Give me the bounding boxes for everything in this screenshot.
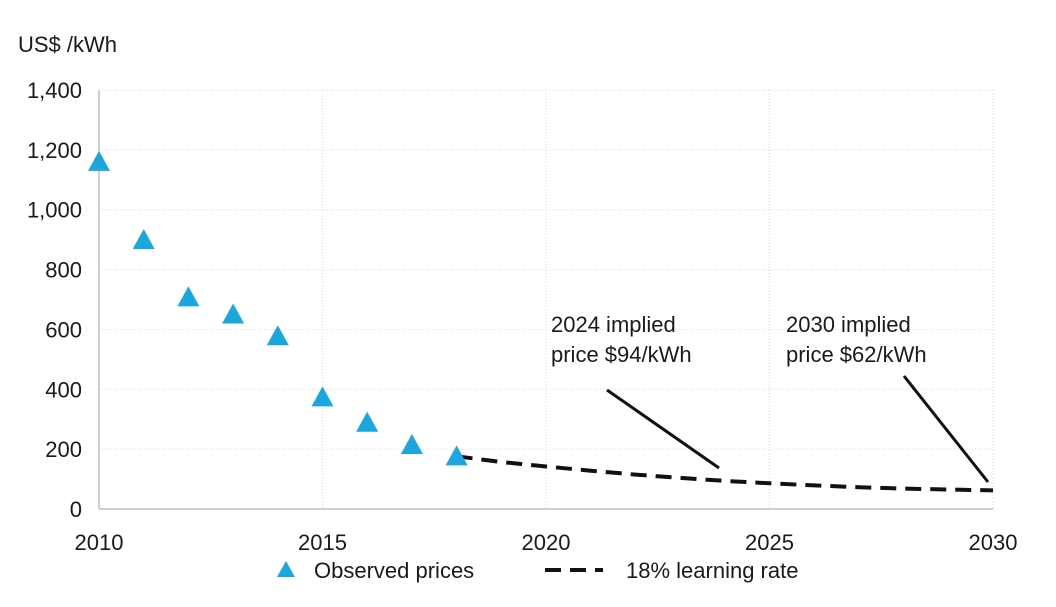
annotations: 2024 implied price $94/kWh 2030 implied pri… bbox=[551, 312, 990, 483]
annotation-text: price $94/kWh bbox=[551, 342, 692, 367]
y-tick-label: 200 bbox=[45, 437, 82, 462]
x-tick-label: 2020 bbox=[522, 530, 571, 555]
annotation-text: price $62/kWh bbox=[786, 342, 927, 367]
observed-price-point bbox=[88, 150, 110, 171]
annotation: 2024 implied price $94/kWh bbox=[551, 312, 720, 470]
legend-label-learning-rate: 18% learning rate bbox=[626, 558, 798, 583]
annotation-text: 2030 implied bbox=[786, 312, 911, 337]
legend-item-learning-rate: 18% learning rate bbox=[545, 558, 798, 583]
y-tick-label: 1,000 bbox=[27, 198, 82, 223]
x-tick-label: 2030 bbox=[969, 530, 1018, 555]
y-tick-label: 1,200 bbox=[27, 138, 82, 163]
legend-item-observed: Observed prices bbox=[277, 558, 474, 583]
observed-prices-series bbox=[88, 150, 468, 466]
y-tick-label: 1,400 bbox=[27, 78, 82, 103]
legend-triangle-icon bbox=[277, 561, 295, 577]
observed-price-point bbox=[222, 303, 245, 324]
x-tick-label: 2015 bbox=[298, 530, 347, 555]
observed-price-point bbox=[356, 411, 379, 432]
annotation: 2030 implied price $62/kWh bbox=[786, 312, 990, 483]
y-tick-label: 0 bbox=[70, 497, 82, 522]
observed-price-point bbox=[311, 386, 334, 407]
observed-price-point bbox=[266, 325, 289, 346]
y-tick-label: 800 bbox=[45, 258, 82, 283]
x-tick-label: 2025 bbox=[745, 530, 794, 555]
annotation-leader-line bbox=[606, 388, 720, 470]
legend-label-observed: Observed prices bbox=[314, 558, 474, 583]
observed-price-point bbox=[177, 286, 200, 307]
legend: Observed prices 18% learning rate bbox=[277, 558, 798, 583]
y-tick-label: 400 bbox=[45, 377, 82, 402]
axes: 0 200 400 600 800 1,000 1,200 1,400 2010 2015 2020… bbox=[27, 78, 1018, 555]
observed-price-point bbox=[445, 445, 468, 466]
observed-price-point bbox=[132, 228, 155, 249]
annotation-leader-line bbox=[902, 375, 990, 483]
learning-rate-line bbox=[456, 454, 994, 493]
x-tick-label: 2010 bbox=[75, 530, 124, 555]
learning-rate-series bbox=[456, 454, 994, 493]
annotation-text: 2024 implied bbox=[551, 312, 676, 337]
gridlines bbox=[99, 89, 994, 509]
observed-price-point bbox=[400, 433, 423, 454]
y-axis-title: US$ /kWh bbox=[18, 32, 117, 57]
y-tick-label: 600 bbox=[45, 317, 82, 342]
